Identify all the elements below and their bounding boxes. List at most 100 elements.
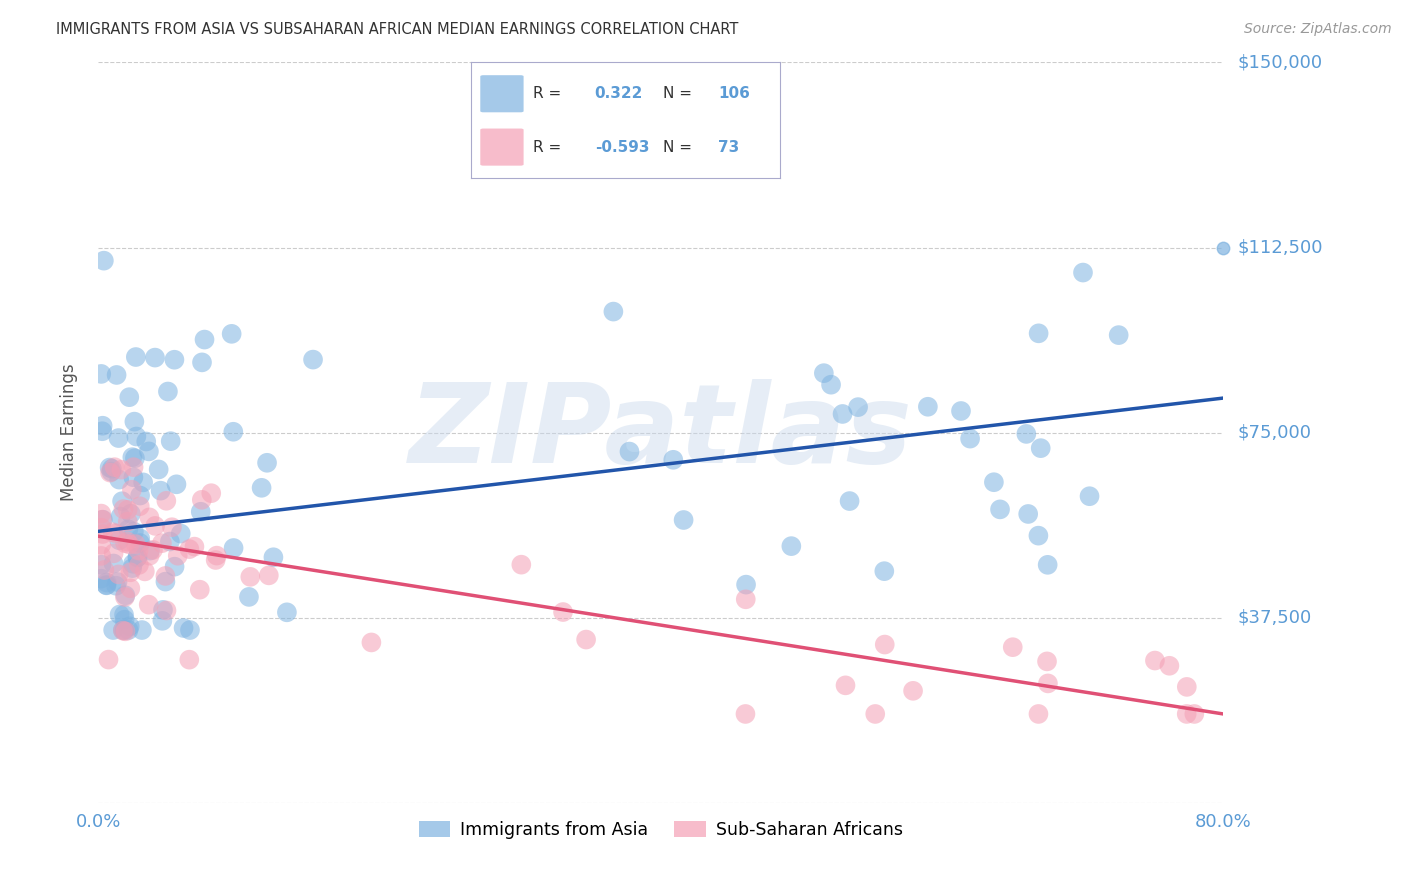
Point [107, 567, 129, 582]
Point [1143, 654, 1166, 668]
FancyBboxPatch shape [481, 128, 523, 166]
Point [360, 635, 382, 649]
Point [110, 462, 132, 476]
Point [122, 460, 145, 475]
Point [135, 434, 157, 449]
Point [91, 527, 114, 541]
Point [127, 550, 149, 565]
Point [112, 502, 135, 516]
Point [155, 574, 177, 589]
Point [98, 460, 121, 475]
Point [276, 605, 298, 619]
FancyBboxPatch shape [481, 75, 523, 112]
Point [834, 678, 856, 692]
Point [239, 570, 262, 584]
Point [124, 451, 146, 466]
Point [129, 536, 152, 550]
Point [780, 539, 803, 553]
Point [222, 541, 245, 555]
Point [121, 450, 143, 465]
Point [117, 623, 139, 637]
Point [188, 582, 211, 597]
Text: $75,000: $75,000 [1237, 424, 1312, 442]
Point [111, 624, 134, 638]
Point [91, 418, 114, 433]
Text: $37,500: $37,500 [1237, 608, 1312, 627]
Point [193, 333, 215, 347]
Point [163, 352, 186, 367]
Point [114, 624, 136, 639]
Point [200, 486, 222, 500]
Point [90, 521, 112, 535]
Point [117, 522, 139, 536]
Point [120, 566, 142, 580]
Point [1017, 507, 1039, 521]
Point [107, 574, 129, 589]
Point [262, 550, 284, 565]
Text: R =: R = [533, 139, 561, 154]
Point [115, 534, 138, 549]
Point [191, 355, 214, 369]
Point [122, 470, 145, 484]
Text: 106: 106 [718, 87, 751, 102]
Point [138, 598, 160, 612]
Point [101, 623, 124, 637]
Legend: Immigrants from Asia, Sub-Saharan Africans: Immigrants from Asia, Sub-Saharan Africa… [412, 814, 910, 846]
Point [110, 509, 132, 524]
Point [118, 390, 141, 404]
Point [1029, 441, 1052, 455]
Point [1036, 558, 1059, 572]
Y-axis label: Median Earnings: Median Earnings [59, 364, 77, 501]
Point [114, 623, 136, 637]
Text: Source: ZipAtlas.com: Source: ZipAtlas.com [1244, 22, 1392, 37]
Point [179, 653, 201, 667]
Point [121, 483, 143, 497]
Point [166, 549, 188, 563]
Point [96, 578, 118, 592]
Point [672, 513, 695, 527]
Point [90, 367, 112, 381]
Point [166, 477, 188, 491]
Point [1182, 706, 1205, 721]
Point [138, 510, 160, 524]
Point [128, 543, 150, 558]
Point [256, 456, 278, 470]
Point [118, 537, 141, 551]
Point [1071, 266, 1094, 280]
Point [148, 462, 170, 476]
Point [1028, 529, 1050, 543]
Point [150, 536, 173, 550]
Point [510, 558, 533, 572]
Point [125, 350, 148, 364]
Point [111, 494, 134, 508]
Point [257, 568, 280, 582]
Point [128, 500, 150, 514]
Point [138, 549, 160, 563]
Point [838, 494, 860, 508]
Point [138, 444, 160, 458]
Point [90, 549, 112, 563]
Point [917, 400, 939, 414]
Point [142, 542, 165, 557]
Point [1036, 654, 1059, 668]
Point [204, 553, 226, 567]
Point [813, 366, 835, 380]
Point [107, 431, 129, 445]
Point [103, 557, 125, 571]
Point [101, 461, 124, 475]
Point [155, 569, 177, 583]
Point [90, 558, 112, 572]
Point [90, 538, 112, 552]
Point [173, 621, 195, 635]
Text: 0.322: 0.322 [595, 87, 643, 102]
Point [873, 638, 896, 652]
Point [222, 425, 245, 439]
Point [1015, 426, 1038, 441]
Point [831, 407, 853, 421]
Point [149, 483, 172, 498]
Point [112, 607, 135, 622]
Point [134, 565, 156, 579]
Text: -0.593: -0.593 [595, 139, 650, 154]
Point [90, 572, 112, 586]
Point [183, 540, 205, 554]
